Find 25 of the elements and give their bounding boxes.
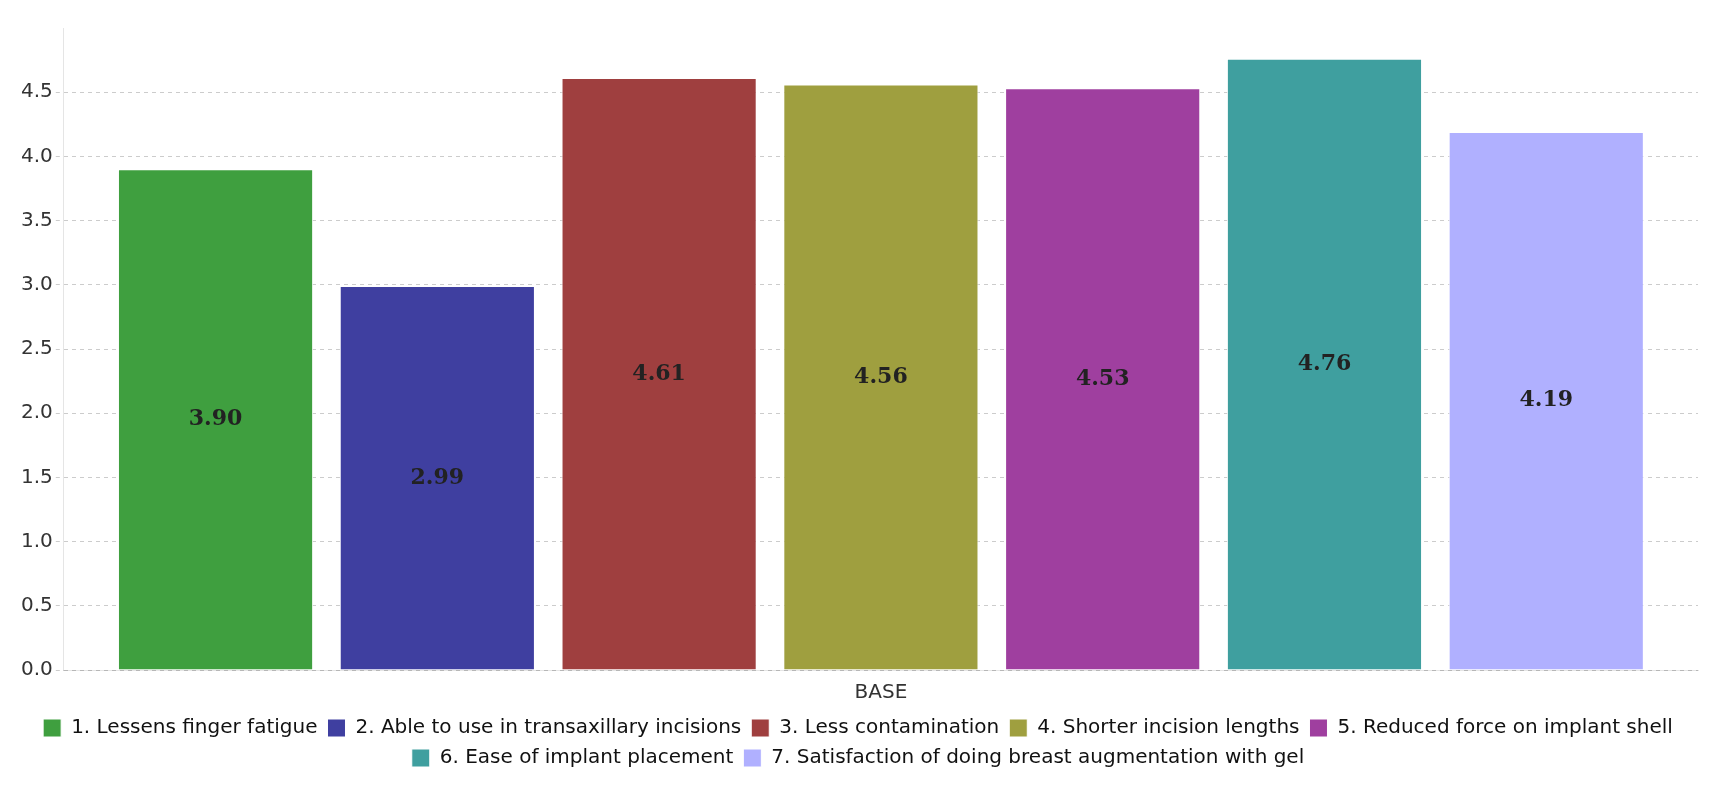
legend-label: 3. Less contamination [779,714,1000,739]
data-label: 4.53 [1075,363,1130,390]
legend-label: 1. Lessens finger fatigue [71,714,318,739]
y-tick-label: 0.0 [20,656,53,681]
data-label: 4.19 [1519,385,1574,412]
legend-label: 5. Reduced force on implant shell [1337,714,1673,739]
legend-label: 2. Able to use in transaxillary incisions [355,714,742,739]
data-label: 4.76 [1297,348,1352,375]
y-tick-label: 1.5 [20,463,53,488]
y-tick-label: 3.0 [20,271,53,295]
y-tick-label: 2.0 [20,399,53,424]
legend-label: 4. Shorter incision lengths [1037,714,1300,739]
y-tick-label: 4.0 [20,142,53,167]
x-tick-label: BASE [854,679,908,704]
y-tick-label: 1.0 [20,527,53,552]
data-label: 4.61 [632,358,686,385]
y-tick-label: 4.5 [20,78,53,103]
y-tick-label: 0.5 [20,592,53,616]
legend-label: 6. Ease of implant placement [439,744,734,769]
legend-label: 7. Satisfaction of doing breast augmentation with gel [771,744,1305,769]
data-label: 4.56 [854,361,908,388]
data-label: 3.90 [188,404,243,431]
y-tick-label: 2.5 [20,335,53,360]
data-label: 2.99 [410,462,465,489]
y-tick-label: 3.5 [20,206,53,231]
